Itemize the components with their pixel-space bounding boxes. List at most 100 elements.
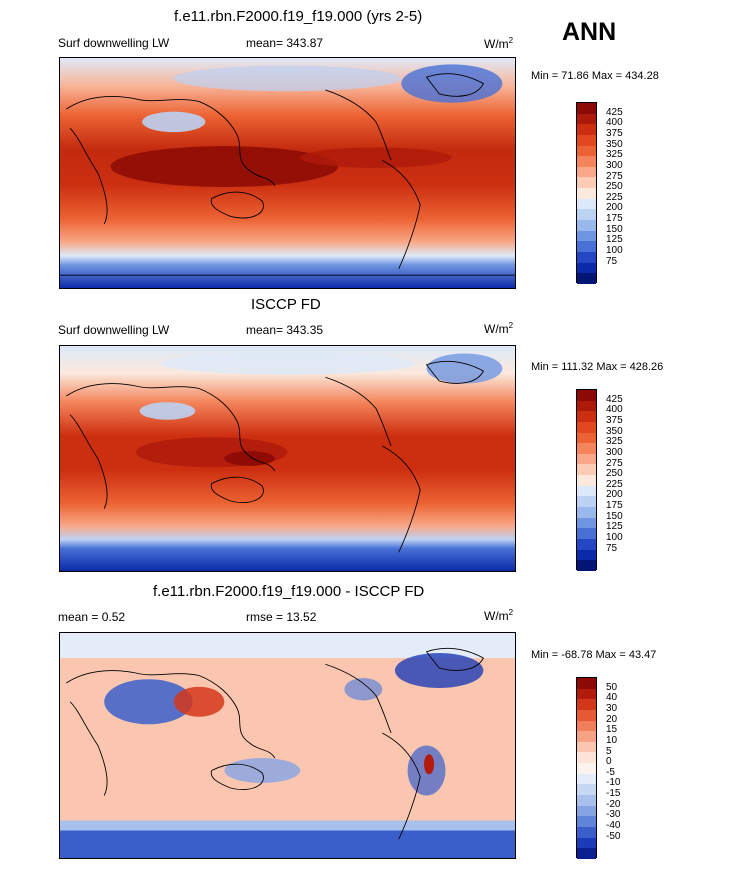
colorbar-tick-label: 175 [606, 213, 623, 225]
colorbar-swatch [577, 103, 596, 114]
colorbar-tick-label: 5 [606, 745, 612, 757]
colorbar-swatch [577, 848, 596, 859]
colorbar-tick-label: 30 [606, 702, 618, 714]
panel1-mean: mean= 343.87 [246, 36, 324, 50]
colorbar-swatch [577, 453, 596, 465]
colorbar-swatch [577, 273, 596, 284]
colorbar-swatch [577, 496, 596, 508]
panel1-variable-label: Surf downwelling LW [58, 36, 170, 50]
colorbar-swatch [577, 390, 596, 401]
panel2-colorbar [576, 389, 597, 571]
colorbar-tick-label: 125 [606, 234, 623, 246]
colorbar-tick-label: 100 [606, 245, 623, 257]
panel3-map-svg [60, 633, 515, 858]
colorbar-swatch [577, 816, 596, 827]
colorbar-swatch [577, 538, 596, 550]
panel2-map-svg [60, 346, 515, 571]
colorbar-tick-label: 300 [606, 159, 623, 171]
colorbar-swatch [577, 720, 596, 732]
colorbar-swatch [577, 421, 596, 433]
colorbar-tick-label: 125 [606, 521, 623, 533]
colorbar-tick-label: 0 [606, 756, 612, 768]
colorbar-tick-label: 75 [606, 255, 618, 267]
colorbar-swatch [577, 230, 596, 242]
panel2-map [59, 345, 516, 572]
colorbar-swatch [577, 688, 596, 700]
colorbar-tick-label: 225 [606, 478, 623, 490]
colorbar-swatch [577, 752, 596, 764]
colorbar-swatch [577, 826, 596, 838]
colorbar-swatch [577, 241, 596, 252]
panel1-map [59, 57, 516, 289]
colorbar-tick-label: -40 [606, 820, 621, 832]
colorbar-tick-label: 425 [606, 393, 623, 405]
panel2-mean: mean= 343.35 [246, 323, 324, 337]
colorbar-swatch [577, 262, 596, 274]
panel1-units: W/m2 [484, 36, 514, 51]
colorbar-swatch [577, 517, 596, 529]
colorbar-tick-label: 75 [606, 542, 618, 554]
colorbar-swatch [577, 124, 596, 135]
panel1-map-svg [60, 58, 515, 288]
colorbar-swatch [577, 198, 596, 210]
colorbar-swatch [577, 188, 596, 199]
colorbar-tick-label: 20 [606, 713, 618, 725]
colorbar-tick-label: 275 [606, 170, 623, 182]
colorbar-swatch [577, 220, 596, 231]
colorbar-tick-label: 250 [606, 468, 623, 480]
colorbar-swatch [577, 464, 596, 476]
colorbar-swatch [577, 400, 596, 412]
colorbar-swatch [577, 411, 596, 422]
panel3-map [59, 632, 516, 859]
colorbar-tick-label: -10 [606, 777, 621, 789]
colorbar-tick-label: 200 [606, 202, 623, 214]
panel2-field [60, 346, 515, 571]
colorbar-tick-label: 250 [606, 181, 623, 193]
colorbar-swatch [577, 156, 596, 167]
colorbar-swatch [577, 837, 596, 849]
colorbar-swatch [577, 166, 596, 178]
panel3-units: W/m2 [484, 608, 514, 623]
colorbar-swatch [577, 560, 596, 571]
panel3-title: f.e11.rbn.F2000.f19_f19.000 - ISCCP FD [153, 583, 425, 600]
colorbar-tick-label: -15 [606, 788, 621, 800]
colorbar-tick-label: 375 [606, 127, 623, 139]
panel1-colorbar [576, 102, 597, 284]
colorbar-swatch [577, 699, 596, 710]
colorbar-tick-label: 425 [606, 106, 623, 118]
colorbar-swatch [577, 731, 596, 742]
colorbar-swatch [577, 805, 596, 817]
colorbar-tick-label: 275 [606, 457, 623, 469]
colorbar-tick-label: -20 [606, 798, 621, 810]
panel2-title: ISCCP FD [251, 296, 321, 313]
colorbar-swatch [577, 485, 596, 497]
season-label: ANN [562, 18, 617, 46]
colorbar-tick-label: 175 [606, 500, 623, 512]
panel1-title: f.e11.rbn.F2000.f19_f19.000 (yrs 2-5) [174, 8, 423, 25]
colorbar-tick-label: -5 [606, 766, 615, 778]
colorbar-swatch [577, 528, 596, 539]
panel2-variable-label: Surf downwelling LW [58, 323, 170, 337]
panel3-rmse: rmse = 13.52 [246, 610, 317, 624]
colorbar-swatch [577, 784, 596, 796]
colorbar-swatch [577, 209, 596, 221]
panel2-units: W/m2 [484, 321, 514, 336]
colorbar-tick-label: 40 [606, 692, 618, 704]
panel1-minmax: Min = 71.86 Max = 434.28 [531, 70, 659, 82]
colorbar-swatch [577, 145, 596, 157]
colorbar-tick-label: 350 [606, 425, 623, 437]
colorbar-swatch [577, 678, 596, 689]
colorbar-tick-label: 100 [606, 532, 623, 544]
colorbar-tick-label: 325 [606, 436, 623, 448]
colorbar-swatch [577, 177, 596, 189]
colorbar-swatch [577, 251, 596, 263]
panel3-colorbar [576, 677, 597, 859]
colorbar-tick-label: 375 [606, 414, 623, 426]
panel3-minmax: Min = -68.78 Max = 43.47 [531, 649, 657, 661]
colorbar-tick-label: 150 [606, 223, 623, 235]
colorbar-tick-label: -50 [606, 830, 621, 842]
colorbar-swatch [577, 549, 596, 561]
colorbar-tick-label: 200 [606, 489, 623, 501]
colorbar-tick-label: 10 [606, 734, 618, 746]
colorbar-swatch [577, 443, 596, 454]
